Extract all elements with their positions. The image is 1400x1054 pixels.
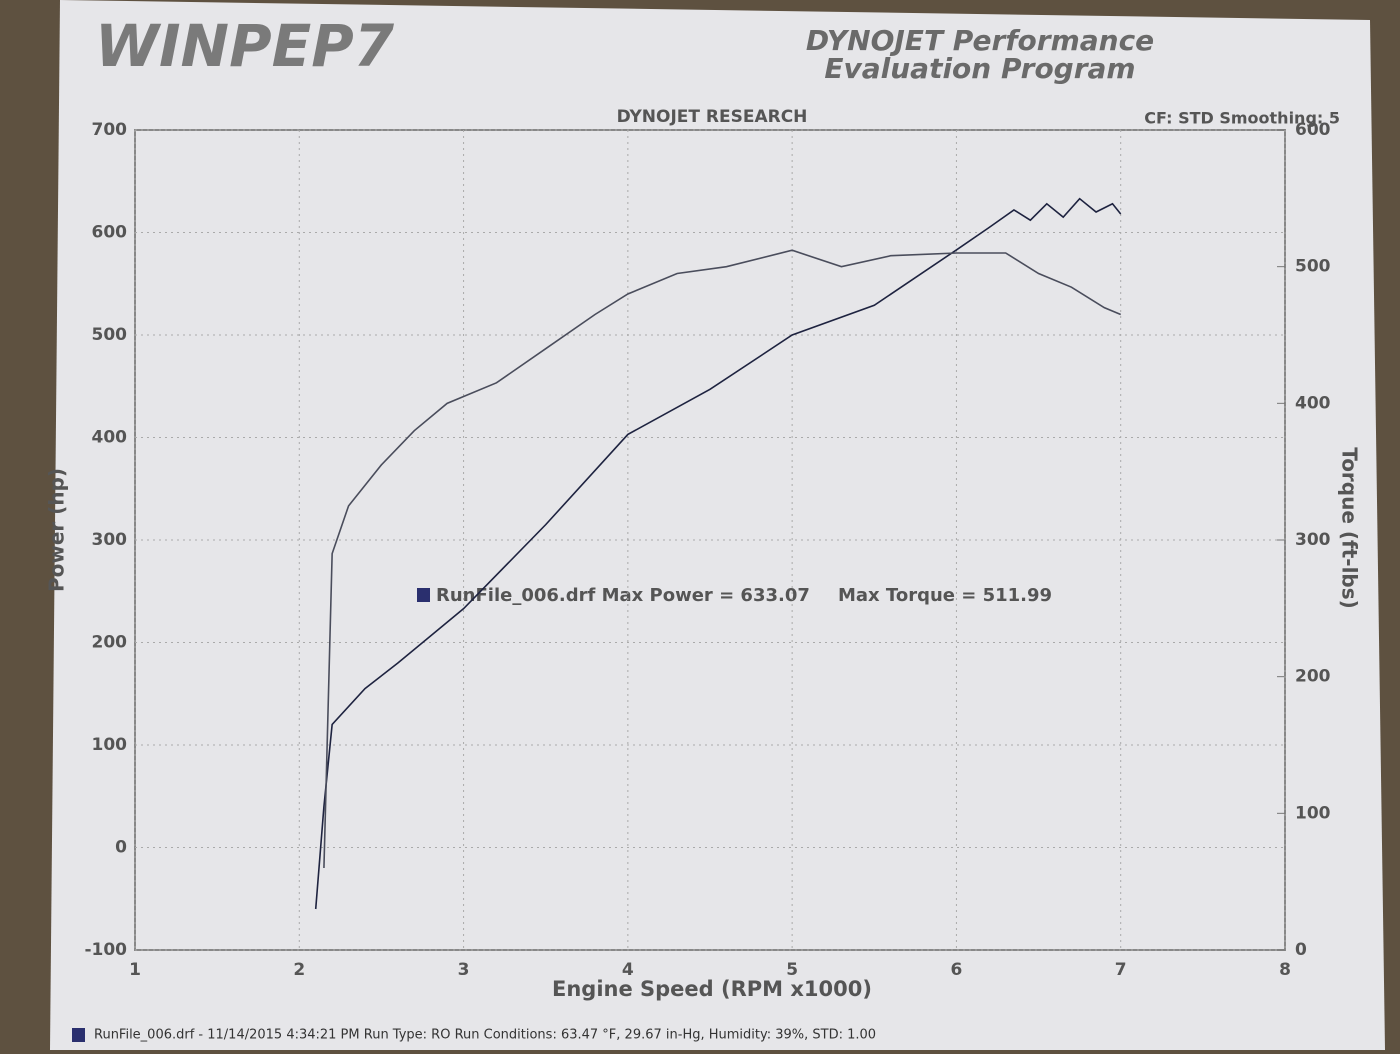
y2-tick-label: 500 <box>1295 257 1331 277</box>
x-tick-label: 6 <box>951 960 963 980</box>
x-tick-label: 3 <box>458 960 470 980</box>
x-tick-label: 2 <box>293 960 305 980</box>
y-tick-label: -100 <box>84 940 127 960</box>
y2-tick-label: 600 <box>1295 120 1331 140</box>
header-line: DYNOJET Performance <box>806 24 1154 57</box>
legend-text: RunFile_006.drf Max Power = 633.07 <box>436 585 810 606</box>
y-axis-label: Power (hp) <box>45 468 69 592</box>
settings-text: CF: STD Smoothing: 5 <box>1144 109 1340 128</box>
y2-tick-label: 0 <box>1295 940 1307 960</box>
y2-axis-label: Torque (ft-lbs) <box>1338 447 1362 609</box>
x-axis-label: Engine Speed (RPM x1000) <box>552 977 872 1001</box>
header-line: Evaluation Program <box>824 52 1135 85</box>
y-tick-label: 600 <box>92 223 128 243</box>
y-tick-label: 700 <box>92 120 128 140</box>
series-line <box>314 197 1122 910</box>
y-tick-label: 500 <box>92 325 128 345</box>
legend-swatch <box>417 588 430 602</box>
y-tick-label: 200 <box>92 633 128 653</box>
y2-tick-label: 400 <box>1295 393 1331 413</box>
paper <box>50 0 1385 1050</box>
y-tick-label: 400 <box>92 428 128 448</box>
series-line <box>323 249 1122 869</box>
x-tick-label: 1 <box>129 960 141 980</box>
footer-swatch <box>72 1028 85 1042</box>
chart-title: DYNOJET RESEARCH <box>617 107 808 127</box>
y2-tick-label: 100 <box>1295 803 1331 823</box>
y2-tick-label: 200 <box>1295 667 1331 687</box>
x-tick-label: 8 <box>1279 960 1291 980</box>
annotation: Max Torque = 511.99 <box>838 585 1052 606</box>
x-tick-label: 5 <box>786 960 798 980</box>
y2-tick-label: 300 <box>1295 530 1331 550</box>
footer: RunFile_006.drf - 11/14/2015 4:34:21 PM … <box>94 1028 876 1043</box>
x-tick-label: 7 <box>1115 960 1127 980</box>
y-tick-label: 0 <box>115 838 127 858</box>
y-tick-label: 100 <box>92 735 128 755</box>
logo: WINPEP7 <box>95 12 395 80</box>
y-tick-label: 300 <box>92 530 128 550</box>
x-tick-label: 4 <box>622 960 634 980</box>
